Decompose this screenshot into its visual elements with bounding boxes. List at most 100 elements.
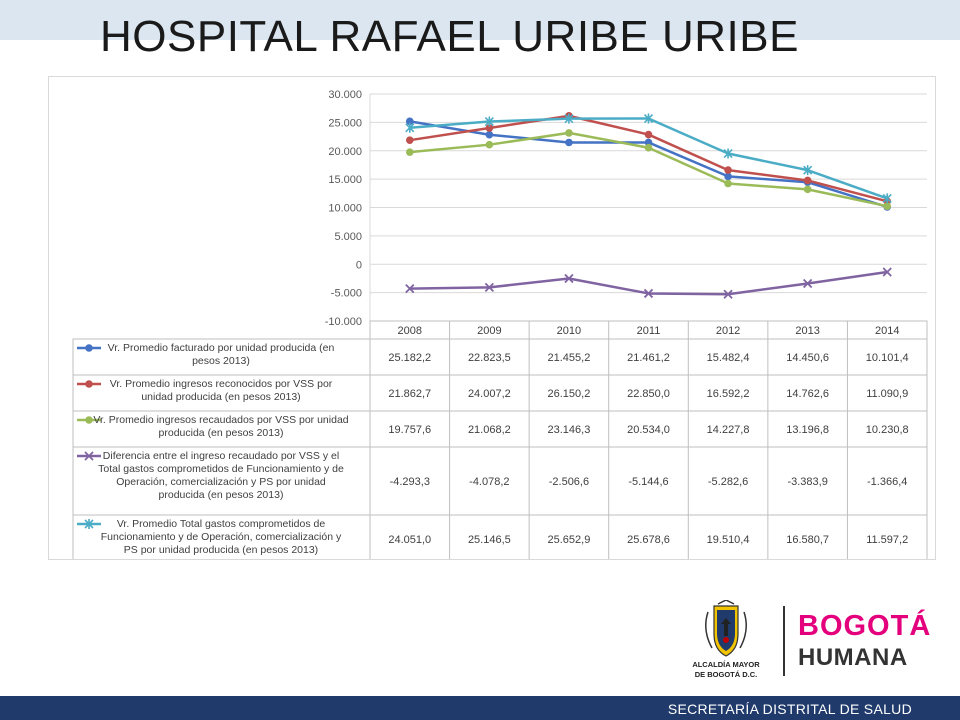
x-category-label: 2009 <box>477 325 501 337</box>
data-cell-value: 24.051,0 <box>388 534 431 546</box>
data-cell-value: 21.068,2 <box>468 424 511 436</box>
data-cell-value: 13.196,8 <box>786 424 829 436</box>
data-cell-value: 19.510,4 <box>707 534 750 546</box>
data-cell-value: -1.366,4 <box>867 476 907 488</box>
series-name-line: Vr. Promedio ingresos recaudados por VSS… <box>93 414 348 426</box>
data-point <box>883 202 892 210</box>
data-cell-value: 14.450,6 <box>786 352 829 364</box>
data-cell-value: 21.862,7 <box>388 388 431 400</box>
x-category-label: 2008 <box>398 325 422 337</box>
data-cell-value: 22.823,5 <box>468 352 511 364</box>
series-name-line: Funcionamiento y de Operación, comercial… <box>101 531 342 543</box>
bogota-word: BOGOTÁ <box>798 610 932 642</box>
data-point <box>405 148 414 156</box>
legend-key-marker <box>85 344 93 352</box>
data-point <box>405 122 415 133</box>
y-tick-label: 0 <box>356 259 362 271</box>
data-point <box>644 130 653 139</box>
y-tick-label: 10.000 <box>328 203 362 215</box>
humana-word: HUMANA <box>798 644 908 671</box>
data-point <box>405 117 414 126</box>
y-tick-label: -5.000 <box>331 288 362 300</box>
data-cell-value: 16.580,7 <box>786 534 829 546</box>
data-cell-value: 22.850,0 <box>627 388 670 400</box>
data-point <box>803 165 813 176</box>
legend-key-marker <box>84 451 94 461</box>
bogota-coat-of-arms-icon <box>705 600 747 657</box>
data-point <box>803 185 812 194</box>
alcaldia-line-2: DE BOGOTÁ D.C. <box>694 670 758 679</box>
data-point <box>882 267 892 277</box>
chart-frame: 30.000 25.000 20.000 15.000 10.000 5.000 0 -5.0… <box>48 76 936 560</box>
data-cell-value: -2.506,6 <box>549 476 589 488</box>
data-cell-value: 14.227,8 <box>707 424 750 436</box>
series-line <box>409 114 888 203</box>
y-tick-label: 20.000 <box>328 146 362 158</box>
data-cell-value: 10.230,8 <box>866 424 909 436</box>
y-tick-label: 5.000 <box>334 231 362 243</box>
series-name-line: Operación, comercialización y PS por uni… <box>116 476 326 488</box>
series-name-line: Total gastos comprometidos de Funcionami… <box>98 463 344 475</box>
series-name-line: unidad producida (en pesos 2013) <box>141 391 300 403</box>
data-point <box>565 138 573 147</box>
data-cell-value: -4.078,2 <box>469 476 509 488</box>
data-cell-value: 16.592,2 <box>707 388 750 400</box>
data-point <box>882 193 892 204</box>
data-point <box>485 130 494 139</box>
data-point <box>405 136 414 144</box>
slide-title: HOSPITAL RAFAEL URIBE URIBE <box>100 12 799 61</box>
data-point <box>405 283 415 294</box>
data-point <box>803 278 813 289</box>
data-cell-value: 24.007,2 <box>468 388 511 400</box>
y-tick-label: 25.000 <box>328 117 362 129</box>
x-category-label: 2011 <box>637 325 661 337</box>
data-cell-value: 14.762,6 <box>786 388 829 400</box>
y-tick-label: 30.000 <box>328 89 362 101</box>
data-point <box>564 273 574 284</box>
data-point <box>644 138 653 147</box>
top-band <box>0 0 960 40</box>
logo-area: ALCALDÍA MAYOR DE BOGOTÁ D.C. BOGOTÁ HUM… <box>680 600 930 686</box>
footer-bar: SECRETARÍA DISTRITAL DE SALUD <box>0 696 960 720</box>
legend-key-marker <box>85 416 93 424</box>
data-point <box>484 116 494 127</box>
y-tick-label: -10.000 <box>325 316 362 328</box>
x-category-label: 2014 <box>875 325 899 337</box>
data-cell-value: -5.144,6 <box>628 476 668 488</box>
data-point <box>723 148 733 159</box>
x-category-label: 2010 <box>557 325 581 337</box>
series-name-line: Diferencia entre el ingreso recaudado po… <box>103 450 339 462</box>
data-point <box>485 124 494 132</box>
line-chart-with-data-table: 30.000 25.000 20.000 15.000 10.000 5.000 0 -5.0… <box>72 89 928 559</box>
data-point <box>803 176 812 185</box>
data-point <box>643 288 654 299</box>
data-cell-value: 25.182,2 <box>388 352 431 364</box>
legend-key-marker <box>84 519 94 529</box>
data-point <box>643 113 654 124</box>
data-cell-value: 11.090,9 <box>866 388 908 400</box>
data-point <box>724 166 732 174</box>
data-cell-value: 23.146,3 <box>548 424 591 436</box>
data-cell-value: -3.383,9 <box>787 476 827 488</box>
series-name-line: Vr. Promedio facturado por unidad produc… <box>108 342 335 354</box>
data-point <box>565 129 573 137</box>
data-point <box>644 143 653 152</box>
series-name-line: Vr. Promedio ingresos reconocidos por VS… <box>110 378 333 390</box>
series-name-line: producida (en pesos 2013) <box>159 489 284 501</box>
data-point <box>484 282 494 293</box>
data-cell-value: 25.652,9 <box>548 534 591 546</box>
legend-key-marker <box>85 380 93 388</box>
data-cell-value: 15.482,4 <box>707 352 750 364</box>
x-category-label: 2013 <box>795 325 819 337</box>
data-cell-value: -5.282,6 <box>708 476 748 488</box>
series-name-line: pesos 2013) <box>192 355 250 367</box>
data-point <box>724 179 732 188</box>
data-cell-value: 21.461,2 <box>627 352 670 364</box>
data-point <box>485 140 494 149</box>
series-name-line: producida (en pesos 2013) <box>159 427 284 439</box>
data-cell-value: 10.101,4 <box>866 352 909 364</box>
data-cell-value: -4.293,3 <box>390 476 430 488</box>
data-cell-value: 19.757,6 <box>388 424 431 436</box>
data-point <box>564 113 574 124</box>
data-point <box>723 289 733 299</box>
